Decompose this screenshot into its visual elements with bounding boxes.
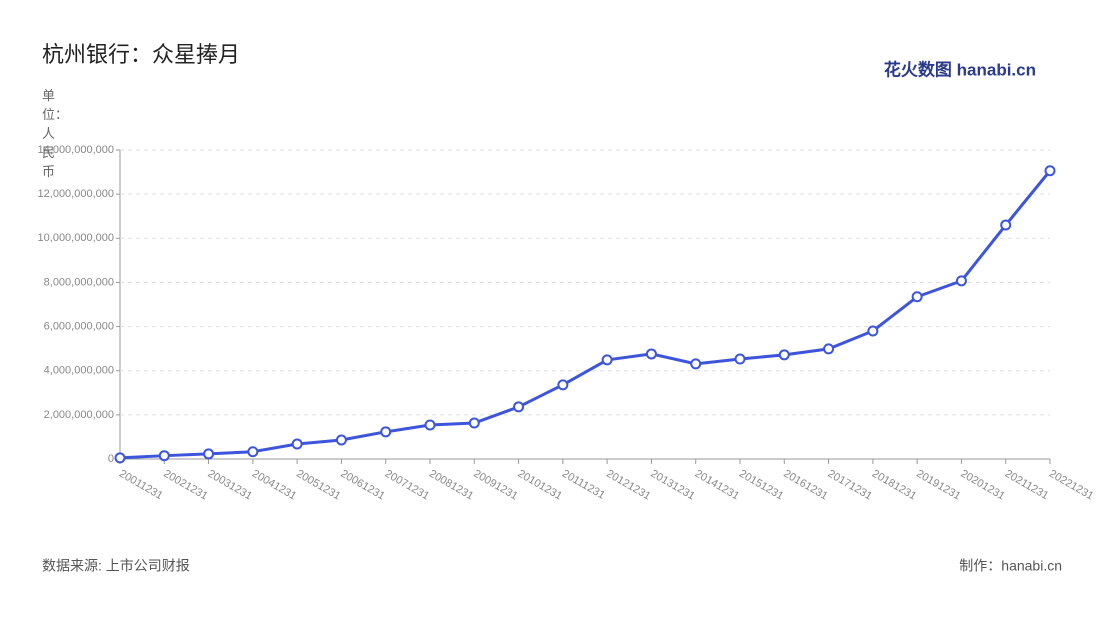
point	[778, 349, 790, 361]
point	[1044, 165, 1056, 177]
x-tick-label: 20221231	[1047, 468, 1095, 503]
point	[867, 325, 879, 337]
chart-title: 杭州银行：众星捧月	[42, 42, 240, 67]
x-tick-label: 20031231	[206, 468, 254, 503]
point	[247, 446, 259, 458]
point	[645, 348, 657, 360]
credit: 制作：hanabi.cn	[959, 558, 1062, 574]
line	[119, 169, 1052, 460]
point	[291, 438, 303, 450]
x-tick-label: 20181231	[870, 468, 918, 503]
point	[911, 291, 923, 303]
x-tick-label: 20211231	[1003, 468, 1051, 502]
point	[955, 275, 967, 287]
y-tick-label: 6,000,000,000	[44, 320, 114, 332]
point	[380, 426, 392, 438]
point	[734, 353, 746, 365]
x-tick-label: 20201231	[958, 468, 1006, 503]
point	[468, 417, 480, 429]
y-tick-label: 12,000,000,000	[38, 188, 114, 200]
point	[424, 419, 436, 431]
point	[513, 401, 525, 413]
x-tick-label: 20111231	[560, 468, 607, 502]
y-tick-label: 4,000,000,000	[44, 365, 114, 377]
point	[158, 450, 170, 462]
x-tick-label: 20151231	[737, 468, 785, 503]
source: 数据来源: 上市公司财报	[42, 558, 190, 574]
point	[690, 358, 702, 370]
x-tick-label: 20141231	[693, 468, 741, 503]
y-tick-label: 0	[108, 453, 114, 465]
point	[823, 343, 835, 355]
point	[557, 379, 569, 391]
point	[335, 434, 347, 446]
x-tick-label: 20101231	[516, 468, 564, 503]
y-tick-label: 14,000,000,000	[38, 144, 114, 156]
x-tick-label: 20021231	[161, 468, 209, 503]
y-tick-label: 10,000,000,000	[38, 232, 114, 244]
x-tick-label: 20121231	[604, 468, 652, 503]
x-tick-label: 20041231	[250, 468, 298, 503]
logo: 花火数图 hanabi.cn	[884, 59, 1036, 79]
x-tick-label: 20011231	[117, 468, 165, 502]
y-axis-unit: 单位：人民币	[42, 88, 69, 179]
x-tick-label: 20081231	[427, 468, 475, 503]
x-tick-label: 20131231	[648, 468, 696, 503]
x-tick-label: 20191231	[914, 468, 962, 503]
x-tick-label: 20091231	[471, 468, 519, 503]
point	[203, 448, 215, 460]
point	[1000, 219, 1012, 231]
x-tick-label: 20051231	[294, 468, 342, 503]
y-tick-label: 2,000,000,000	[44, 409, 114, 421]
x-tick-label: 20171231	[826, 468, 874, 503]
point	[601, 354, 613, 366]
y-tick-label: 8,000,000,000	[44, 276, 114, 288]
point	[114, 452, 126, 464]
x-tick-label: 20061231	[338, 468, 386, 503]
x-tick-label: 20161231	[781, 468, 829, 503]
x-tick-label: 20071231	[383, 468, 431, 503]
